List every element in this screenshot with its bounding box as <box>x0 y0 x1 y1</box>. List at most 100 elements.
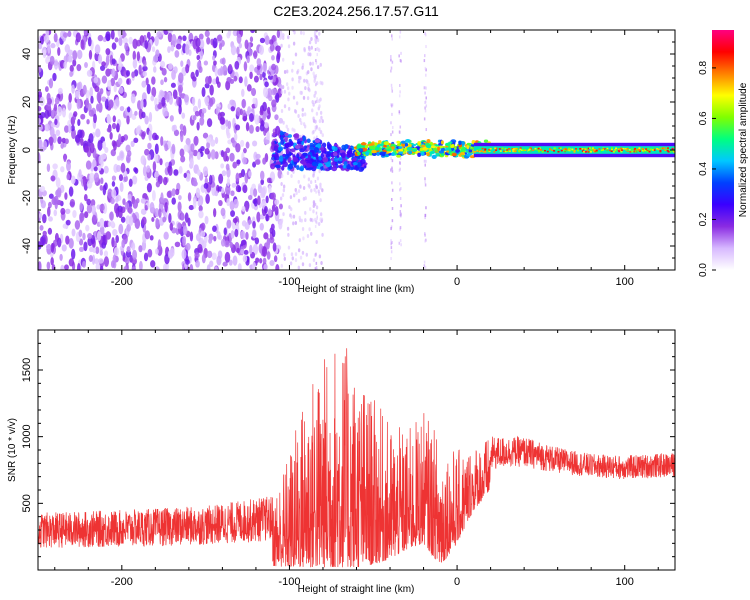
spectrogram-cell <box>230 190 235 197</box>
spectrogram-cell <box>270 192 276 200</box>
spectrogram-cell <box>291 68 294 73</box>
spectrogram-cell <box>325 161 331 168</box>
spectrogram-cell <box>178 194 182 201</box>
spectrogram-cell <box>424 106 426 110</box>
spectrogram-cell <box>161 96 166 107</box>
spectrogram-cell <box>399 188 401 192</box>
spectrogram-cell <box>227 120 232 130</box>
spectrogram-cell <box>224 251 231 263</box>
spectrogram-cell <box>371 152 377 156</box>
spectrogram-cell <box>498 148 501 150</box>
spectrogram-cell <box>311 108 314 113</box>
spectrogram-cell <box>484 151 487 153</box>
spectrogram-cell <box>606 147 609 150</box>
spectrogram-cell <box>282 212 285 217</box>
spectrogram-cell <box>504 148 507 150</box>
spectrogram-cell <box>391 60 394 64</box>
spectrogram-cell <box>665 148 668 150</box>
spectrogram-cell <box>667 150 670 153</box>
spectrogram-cell <box>534 149 537 152</box>
spectrogram-cell <box>46 102 51 111</box>
spectrogram-cell <box>257 195 261 206</box>
spectrogram-cell <box>440 153 445 156</box>
spectrogram-cell <box>155 49 160 58</box>
spectrogram-cell <box>104 98 109 110</box>
spectrogram-cell <box>130 140 135 148</box>
spectrogram-cell <box>182 235 187 247</box>
snr-series-line <box>38 348 675 568</box>
spectrogram-cell <box>208 174 213 185</box>
spectrogram-cell <box>211 252 217 261</box>
spectrogram-cell <box>131 266 136 270</box>
spectrogram-cell <box>368 145 375 150</box>
spectrogram-cell <box>280 90 284 95</box>
spectrogram-cell <box>271 55 275 61</box>
spectrogram-cell <box>424 66 427 70</box>
spectrogram-cell <box>303 112 307 117</box>
spectrogram-cell <box>297 179 300 184</box>
spectrogram-cell <box>302 136 306 142</box>
spectrogram-cell <box>301 65 304 70</box>
spectrogram-cell <box>312 209 315 214</box>
spectrogram-cell <box>82 84 87 95</box>
spectrogram-cell <box>167 32 173 43</box>
spectrogram-cell <box>90 95 94 104</box>
spectrogram-cell <box>451 152 457 157</box>
spectrogram-cell <box>425 96 427 100</box>
spectrogram-cell <box>254 114 260 125</box>
spectrogram-cell <box>534 147 537 150</box>
spectrogram-cell <box>399 167 401 171</box>
spectrogram-cell <box>284 132 289 137</box>
spectrogram-cell <box>192 198 197 209</box>
spectrogram-cell <box>221 170 227 177</box>
spectrogram-cell <box>286 171 290 176</box>
spectrogram-cell <box>312 258 316 263</box>
spectrogram-cell <box>242 184 248 194</box>
spectrogram-cell <box>87 36 92 47</box>
spectrogram-cell <box>199 39 205 50</box>
spectrogram-cell <box>148 130 152 141</box>
spectrogram-cell <box>269 259 275 267</box>
spectrogram-cell <box>127 193 132 201</box>
spectrogram-cell <box>280 109 284 114</box>
spectrogram-cell <box>256 211 261 223</box>
spectrogram-cell <box>249 36 254 43</box>
spectrogram-cell <box>298 215 301 220</box>
spectrogram-cell <box>112 140 117 151</box>
spectrogram-cell <box>127 150 132 158</box>
spectrogram-cell <box>621 149 624 151</box>
spectrogram-cell <box>218 42 223 51</box>
spectrogram-cell <box>312 102 315 107</box>
colorbar-gradient <box>712 30 734 270</box>
spectrogram-cell <box>44 86 49 92</box>
spectrogram-cell <box>38 212 43 219</box>
spectrogram-cell <box>235 124 241 131</box>
spectrogram-cell <box>316 215 318 219</box>
spectrogram-cell <box>63 32 68 38</box>
spectrogram-cell <box>192 76 197 82</box>
spectrogram-cell <box>60 166 65 173</box>
spectrogram-cell <box>42 213 47 224</box>
spectrogram-cell <box>291 77 294 82</box>
spectrogram-cell <box>115 123 120 133</box>
spectrogram-cell <box>318 127 321 132</box>
spectrogram-cell <box>248 124 254 134</box>
spectrogram-cell <box>228 63 233 72</box>
spectrogram-ytick-label: -20 <box>21 190 33 206</box>
spectrogram-cell <box>103 250 109 258</box>
spectrogram-cell <box>575 147 578 150</box>
spectrogram-cell <box>261 246 268 258</box>
spectrogram-cell <box>214 136 219 145</box>
spectrogram-cell <box>213 208 217 218</box>
spectrogram-cell <box>585 147 588 150</box>
spectrogram-cell <box>67 30 72 38</box>
spectrogram-cell <box>46 261 51 270</box>
spectrogram-cell <box>424 233 426 237</box>
snr-ytick-label: 500 <box>21 494 33 512</box>
spectrogram-cell <box>280 85 284 90</box>
spectrogram-cell <box>189 157 194 168</box>
spectrogram-cell <box>310 45 313 50</box>
spectrogram-cell <box>245 231 249 240</box>
spectrogram-cell <box>489 149 492 151</box>
spectrogram-cell <box>312 204 316 209</box>
